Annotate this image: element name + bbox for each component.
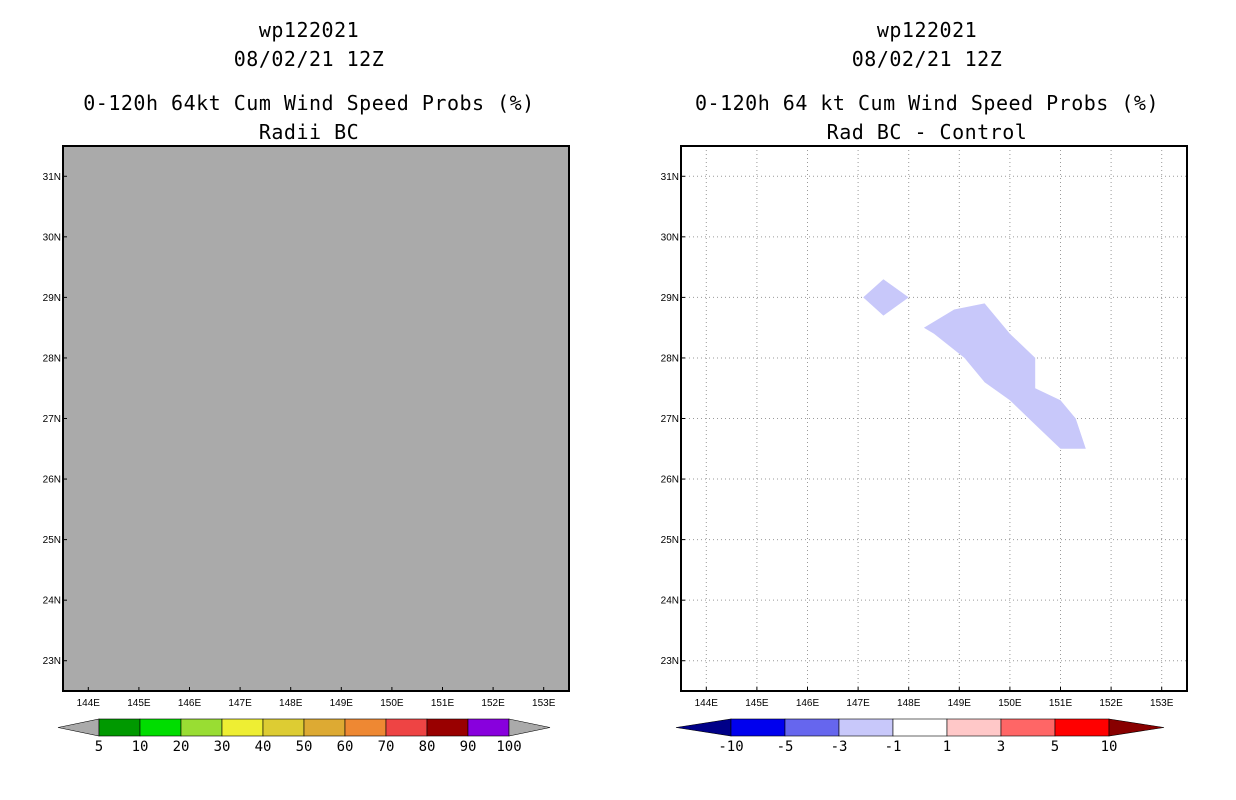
colorbar-segment xyxy=(385,718,428,737)
left-map-plot: 144E 145E 146E 147E 148E 149E 150E 151E 152E 153E… xyxy=(43,145,570,755)
colorbar-segment xyxy=(838,718,894,737)
colorbar-lower-arrow xyxy=(57,718,100,737)
lat-tick-label: 31N xyxy=(43,172,61,183)
lon-tick-label: 149E xyxy=(948,698,972,709)
colorbar-label: 60 xyxy=(337,739,354,755)
colorbar-label: 50 xyxy=(296,739,313,755)
lon-tick-label: 152E xyxy=(481,698,505,709)
right-product-title: 0-120h 64 kt Cum Wind Speed Probs (%) xyxy=(694,91,1160,115)
colorbar-lower-arrow xyxy=(675,718,732,737)
colorbar-label: 10 xyxy=(132,739,149,755)
lat-tick-label: 30N xyxy=(43,232,61,243)
lat-tick-label: 23N xyxy=(43,656,61,667)
lon-tick-label: 149E xyxy=(330,698,354,709)
right-date: 08/02/21 12Z xyxy=(851,47,1003,71)
lon-tick-label: 147E xyxy=(228,698,252,709)
difference-region xyxy=(863,279,909,316)
colorbar-segment xyxy=(784,718,840,737)
colorbar-segment xyxy=(262,718,305,737)
difference-region xyxy=(923,303,1086,449)
lon-tick-label: 147E xyxy=(846,698,870,709)
lat-tick-label: 29N xyxy=(43,293,61,304)
lat-tick-label: 28N xyxy=(43,353,61,364)
lon-tick-label: 144E xyxy=(77,698,101,709)
colorbar-label: 5 xyxy=(95,739,103,755)
colorbar-segment xyxy=(303,718,346,737)
left-storm-id: wp122021 xyxy=(258,18,360,42)
colorbar-label: 70 xyxy=(378,739,395,755)
colorbar-label: -10 xyxy=(718,739,743,755)
colorbar-upper-arrow xyxy=(508,718,551,737)
lat-tick-label: 26N xyxy=(661,475,679,486)
lat-tick-label: 28N xyxy=(661,353,679,364)
left-date: 08/02/21 12Z xyxy=(233,47,385,71)
colorbar-label: -3 xyxy=(831,739,848,755)
lon-tick-label: 146E xyxy=(178,698,202,709)
probability-fill xyxy=(63,146,569,691)
lat-tick-label: 29N xyxy=(661,293,679,304)
lat-tick-label: 27N xyxy=(43,414,61,425)
lon-tick-label: 144E xyxy=(695,698,719,709)
lon-tick-label: 153E xyxy=(532,698,556,709)
colorbar-label: 100 xyxy=(496,739,521,755)
colorbar-label: 40 xyxy=(255,739,272,755)
lat-tick-label: 30N xyxy=(661,232,679,243)
left-product-title: 0-120h 64kt Cum Wind Speed Probs (%) xyxy=(83,91,535,115)
lat-tick-label: 23N xyxy=(661,656,679,667)
colorbar-label: 30 xyxy=(214,739,231,755)
lon-tick-label: 150E xyxy=(380,698,404,709)
colorbar-segment xyxy=(892,718,948,737)
colorbar-segment xyxy=(467,718,510,737)
colorbar-label: 1 xyxy=(943,739,951,755)
colorbar-label: 90 xyxy=(460,739,477,755)
right-storm-id: wp122021 xyxy=(876,18,978,42)
lat-tick-label: 31N xyxy=(661,172,679,183)
lon-tick-label: 145E xyxy=(127,698,151,709)
lon-tick-label: 148E xyxy=(897,698,921,709)
right-map-plot: 144E 145E 146E 147E 148E 149E 150E 151E 152E 153E… xyxy=(661,145,1188,755)
lon-tick-label: 148E xyxy=(279,698,303,709)
colorbar-label: 10 xyxy=(1101,739,1118,755)
colorbar-upper-arrow xyxy=(1108,718,1165,737)
lat-tick-label: 25N xyxy=(43,535,61,546)
lon-tick-label: 151E xyxy=(1049,698,1073,709)
lon-tick-label: 151E xyxy=(431,698,455,709)
lat-tick-label: 26N xyxy=(43,475,61,486)
colorbar-label: 3 xyxy=(997,739,1005,755)
colorbar-segment xyxy=(139,718,182,737)
colorbar-label: 20 xyxy=(173,739,190,755)
colorbar-label: 5 xyxy=(1051,739,1059,755)
lon-tick-label: 153E xyxy=(1150,698,1174,709)
colorbar-segment xyxy=(344,718,387,737)
colorbar-segment xyxy=(221,718,264,737)
lat-tick-label: 24N xyxy=(43,596,61,607)
colorbar-label: -1 xyxy=(885,739,902,755)
lat-tick-label: 27N xyxy=(661,414,679,425)
colorbar-segment xyxy=(98,718,141,737)
colorbar-segment xyxy=(730,718,786,737)
lat-tick-label: 24N xyxy=(661,596,679,607)
lon-tick-label: 152E xyxy=(1099,698,1123,709)
right-panel: wp122021 08/02/21 12Z 0-120h 64 kt Cum W… xyxy=(618,0,1236,800)
colorbar-segment xyxy=(180,718,223,737)
left-panel: wp122021 08/02/21 12Z 0-120h 64kt Cum Wi… xyxy=(43,18,570,755)
lon-tick-label: 146E xyxy=(796,698,820,709)
lat-tick-label: 25N xyxy=(661,535,679,546)
right-subtitle: Rad BC - Control xyxy=(826,120,1028,144)
left-subtitle: Radii BC xyxy=(258,120,360,144)
colorbar-label: -5 xyxy=(777,739,794,755)
colorbar-segment xyxy=(1054,718,1110,737)
colorbar-segment xyxy=(1000,718,1056,737)
colorbar-segment xyxy=(946,718,1002,737)
lon-tick-label: 145E xyxy=(745,698,769,709)
lon-tick-label: 150E xyxy=(998,698,1022,709)
colorbar-label: 80 xyxy=(419,739,436,755)
colorbar-segment xyxy=(426,718,469,737)
